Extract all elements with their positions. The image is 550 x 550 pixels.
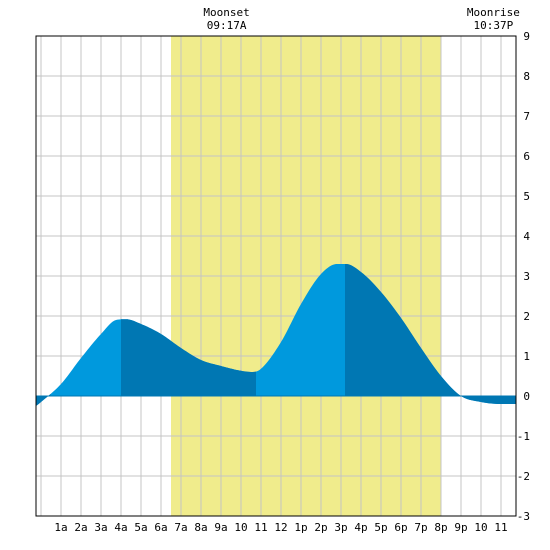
x-tick-label: 11	[494, 521, 507, 534]
y-tick-label: 1	[523, 350, 530, 363]
x-tick-label: 8a	[194, 521, 207, 534]
y-tick-label: 3	[523, 270, 530, 283]
plot-border-layer	[35, 35, 517, 517]
x-tick-label: 7a	[174, 521, 187, 534]
x-tick-label: 9p	[454, 521, 467, 534]
x-tick-label: 1p	[294, 521, 307, 534]
moonset-time: 09:17A	[207, 19, 247, 32]
x-tick-label: 4a	[114, 521, 127, 534]
y-tick-label: 5	[523, 190, 530, 203]
tide-layer	[36, 264, 516, 406]
y-tick-labels: 9 8 7 6 5 4 3 2 1 0 -1 -2 -3	[517, 30, 531, 523]
x-tick-label: 11	[254, 521, 267, 534]
x-tick-label: 3p	[334, 521, 347, 534]
moonrise-time: 10:37P	[474, 19, 514, 32]
x-tick-label: 8p	[434, 521, 447, 534]
y-tick-label: 8	[523, 70, 530, 83]
x-tick-labels: 1a 2a 3a 4a 5a 6a 7a 8a 9a 10 11 12 1p 2p 3p 4p 5p 6p 7p 8p…	[54, 521, 507, 534]
tide-area-dark-segment	[36, 393, 51, 406]
x-tick-label: 12	[274, 521, 287, 534]
x-tick-label: 10	[474, 521, 487, 534]
tide-area-dark-segment	[345, 264, 516, 404]
moonset-label: Moonset	[203, 6, 249, 19]
y-tick-label: 9	[523, 30, 530, 43]
x-tick-label: 9a	[214, 521, 227, 534]
y-tick-label: 6	[523, 150, 530, 163]
tide-area-dark-segment	[121, 319, 256, 396]
x-tick-label: 2p	[314, 521, 327, 534]
x-tick-label: 10	[234, 521, 247, 534]
y-tick-label: -1	[517, 430, 530, 443]
x-tick-label: 5a	[134, 521, 147, 534]
y-tick-label: 2	[523, 310, 530, 323]
y-tick-label: -3	[517, 510, 530, 523]
x-tick-label: 1a	[54, 521, 67, 534]
x-tick-label: 2a	[74, 521, 87, 534]
y-tick-label: -2	[517, 470, 530, 483]
x-tick-label: 3a	[94, 521, 107, 534]
y-tick-label: 0	[523, 390, 530, 403]
x-tick-label: 6a	[154, 521, 167, 534]
x-tick-label: 7p	[414, 521, 427, 534]
y-tick-label: 4	[523, 230, 530, 243]
y-tick-label: 7	[523, 110, 530, 123]
moonrise-label: Moonrise	[467, 6, 520, 19]
grid-layer	[36, 35, 516, 517]
plot-border	[35, 35, 517, 517]
x-tick-label: 6p	[394, 521, 407, 534]
x-tick-label: 5p	[374, 521, 387, 534]
x-tick-label: 4p	[354, 521, 367, 534]
